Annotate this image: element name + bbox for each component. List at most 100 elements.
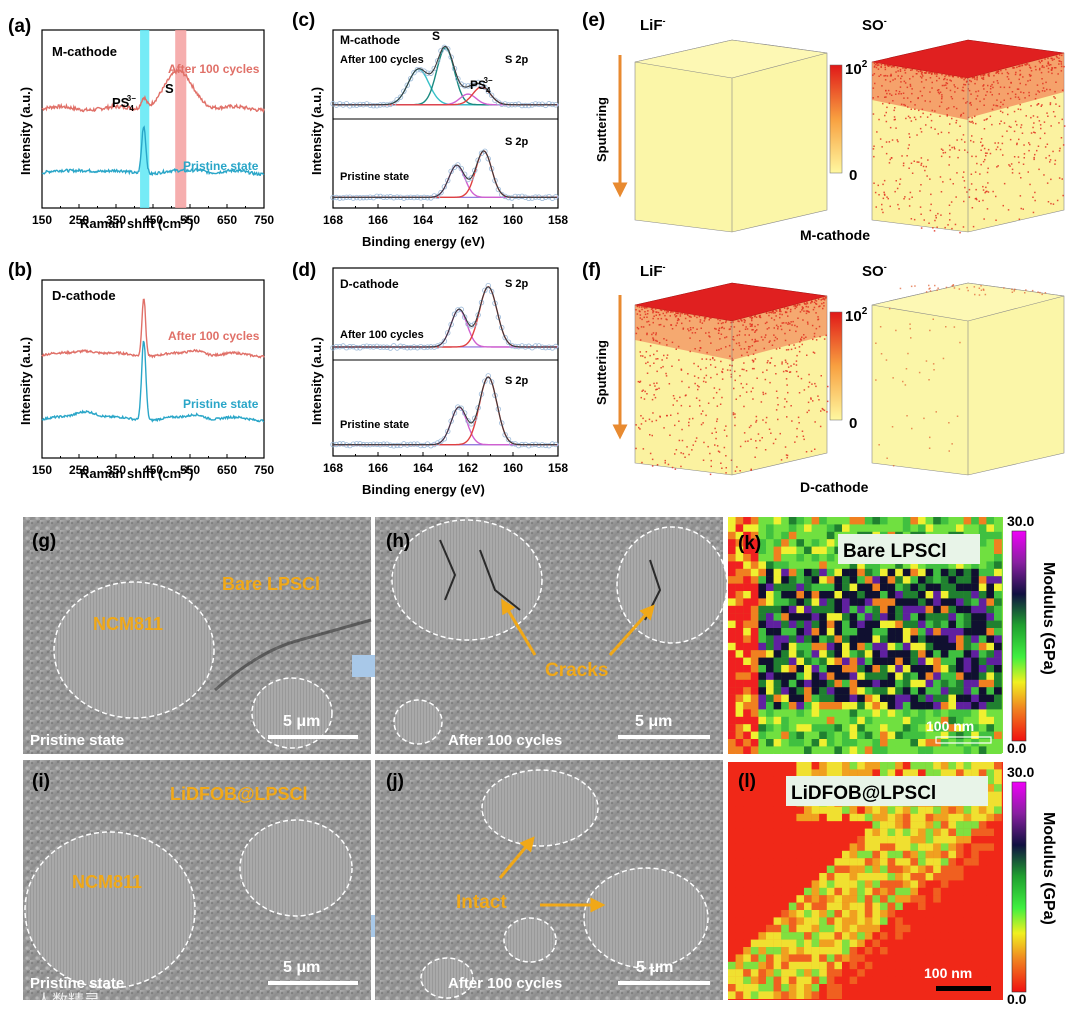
data-point xyxy=(394,442,400,449)
modulus-pixel xyxy=(963,524,972,532)
modulus-pixel xyxy=(788,539,797,547)
tof-sims-voxel xyxy=(655,333,657,336)
modulus-pixel xyxy=(872,568,881,577)
modulus-pixel xyxy=(773,806,782,814)
x-tick-label: 162 xyxy=(458,461,478,475)
modulus-pixel xyxy=(857,769,865,777)
tof-sims-voxel xyxy=(744,334,746,336)
x-tick-label: 158 xyxy=(548,461,568,475)
modulus-pixel xyxy=(857,828,865,837)
modulus-pixel xyxy=(781,665,789,673)
x-tick-label: 350 xyxy=(106,213,126,227)
modulus-pixel xyxy=(986,650,995,658)
modulus-pixel xyxy=(971,850,979,859)
modulus-pixel xyxy=(750,887,759,896)
tof-sims-voxel xyxy=(781,363,783,365)
modulus-pixel xyxy=(948,650,957,658)
tof-sims-voxel xyxy=(1047,61,1049,63)
modulus-pixel xyxy=(796,613,805,621)
modulus-pixel xyxy=(956,969,964,977)
tof-sims-voxel xyxy=(1049,103,1052,106)
modulus-pixel xyxy=(933,961,941,970)
modulus-pixel xyxy=(956,917,964,925)
modulus-pixel xyxy=(994,991,1002,999)
modulus-pixel xyxy=(796,865,805,874)
tof-sims-voxel xyxy=(684,394,687,397)
modulus-pixel xyxy=(826,976,835,985)
tof-sims-voxel xyxy=(872,74,874,76)
tof-sims-voxel xyxy=(913,218,916,221)
tof-sims-voxel xyxy=(808,373,810,376)
modulus-pixel xyxy=(796,821,805,829)
modulus-pixel xyxy=(978,568,987,577)
tof-sims-voxel xyxy=(894,190,896,193)
modulus-pixel xyxy=(948,836,957,844)
modulus-pixel xyxy=(743,620,751,629)
tof-sims-voxel xyxy=(946,82,949,85)
tof-sims-voxel xyxy=(808,409,810,412)
tof-sims-voxel xyxy=(890,74,892,77)
tof-sims-voxel xyxy=(787,366,790,368)
tof-sims-voxel xyxy=(1032,115,1035,117)
tof-sims-voxel xyxy=(971,120,974,123)
modulus-pixel xyxy=(750,961,759,970)
panel-e-direction: Sputtering xyxy=(594,97,609,162)
tof-sims-voxel xyxy=(915,118,917,121)
modulus-pixel xyxy=(842,961,850,970)
modulus-pixel xyxy=(971,806,979,814)
tof-sims-voxel xyxy=(1022,163,1025,165)
data-point xyxy=(387,194,394,200)
modulus-pixel xyxy=(743,939,751,948)
modulus-pixel xyxy=(910,568,919,577)
modulus-pixel xyxy=(819,939,827,948)
modulus-pixel xyxy=(864,598,873,606)
tof-sims-voxel xyxy=(684,317,687,320)
tof-sims-voxel xyxy=(1061,178,1063,180)
modulus-pixel xyxy=(864,969,873,977)
tof-sims-voxel xyxy=(1020,177,1022,179)
panel-b-label: (b) xyxy=(8,260,32,281)
tof-sims-voxel xyxy=(754,338,756,341)
modulus-pixel xyxy=(887,887,896,896)
tof-sims-voxel xyxy=(897,70,899,72)
tof-sims-voxel xyxy=(710,459,712,462)
modulus-pixel xyxy=(948,687,957,695)
data-point xyxy=(330,345,336,351)
modulus-pixel xyxy=(735,813,744,822)
modulus-pixel xyxy=(986,613,995,621)
modulus-pixel xyxy=(971,583,979,592)
modulus-pixel xyxy=(895,679,903,688)
modulus-pixel xyxy=(766,947,774,955)
modulus-pixel xyxy=(834,716,843,725)
modulus-pixel xyxy=(781,709,789,717)
tof-sims-voxel xyxy=(694,382,696,385)
modulus-pixel xyxy=(887,910,896,918)
modulus-pixel xyxy=(750,821,759,829)
modulus-pixel xyxy=(773,642,782,651)
modulus-pixel xyxy=(773,976,782,985)
modulus-pixel xyxy=(971,731,979,740)
tof-sims-voxel xyxy=(770,357,773,359)
modulus-pixel xyxy=(766,924,774,933)
modulus-pixel xyxy=(758,746,767,754)
tof-sims-voxel xyxy=(1047,62,1049,65)
modulus-pixel xyxy=(940,887,949,896)
tof-sims-voxel xyxy=(813,301,816,304)
modulus-pixel xyxy=(849,605,858,614)
modulus-pixel xyxy=(804,917,812,925)
modulus-pixel xyxy=(971,650,979,658)
tof-sims-voxel xyxy=(790,365,792,367)
modulus-pixel xyxy=(750,724,759,732)
modulus-pixel xyxy=(758,620,767,629)
tof-sims-voxel xyxy=(697,365,699,368)
modulus-pixel xyxy=(781,628,789,636)
modulus-pixel xyxy=(811,650,820,658)
tof-sims-voxel xyxy=(949,149,951,151)
tof-sims-voxel xyxy=(931,109,933,112)
modulus-pixel xyxy=(766,776,774,785)
modulus-pixel xyxy=(963,731,972,740)
modulus-pixel xyxy=(758,598,767,606)
modulus-pixel xyxy=(781,776,789,785)
tof-sims-voxel xyxy=(701,358,703,360)
modulus-pixel xyxy=(788,910,797,918)
